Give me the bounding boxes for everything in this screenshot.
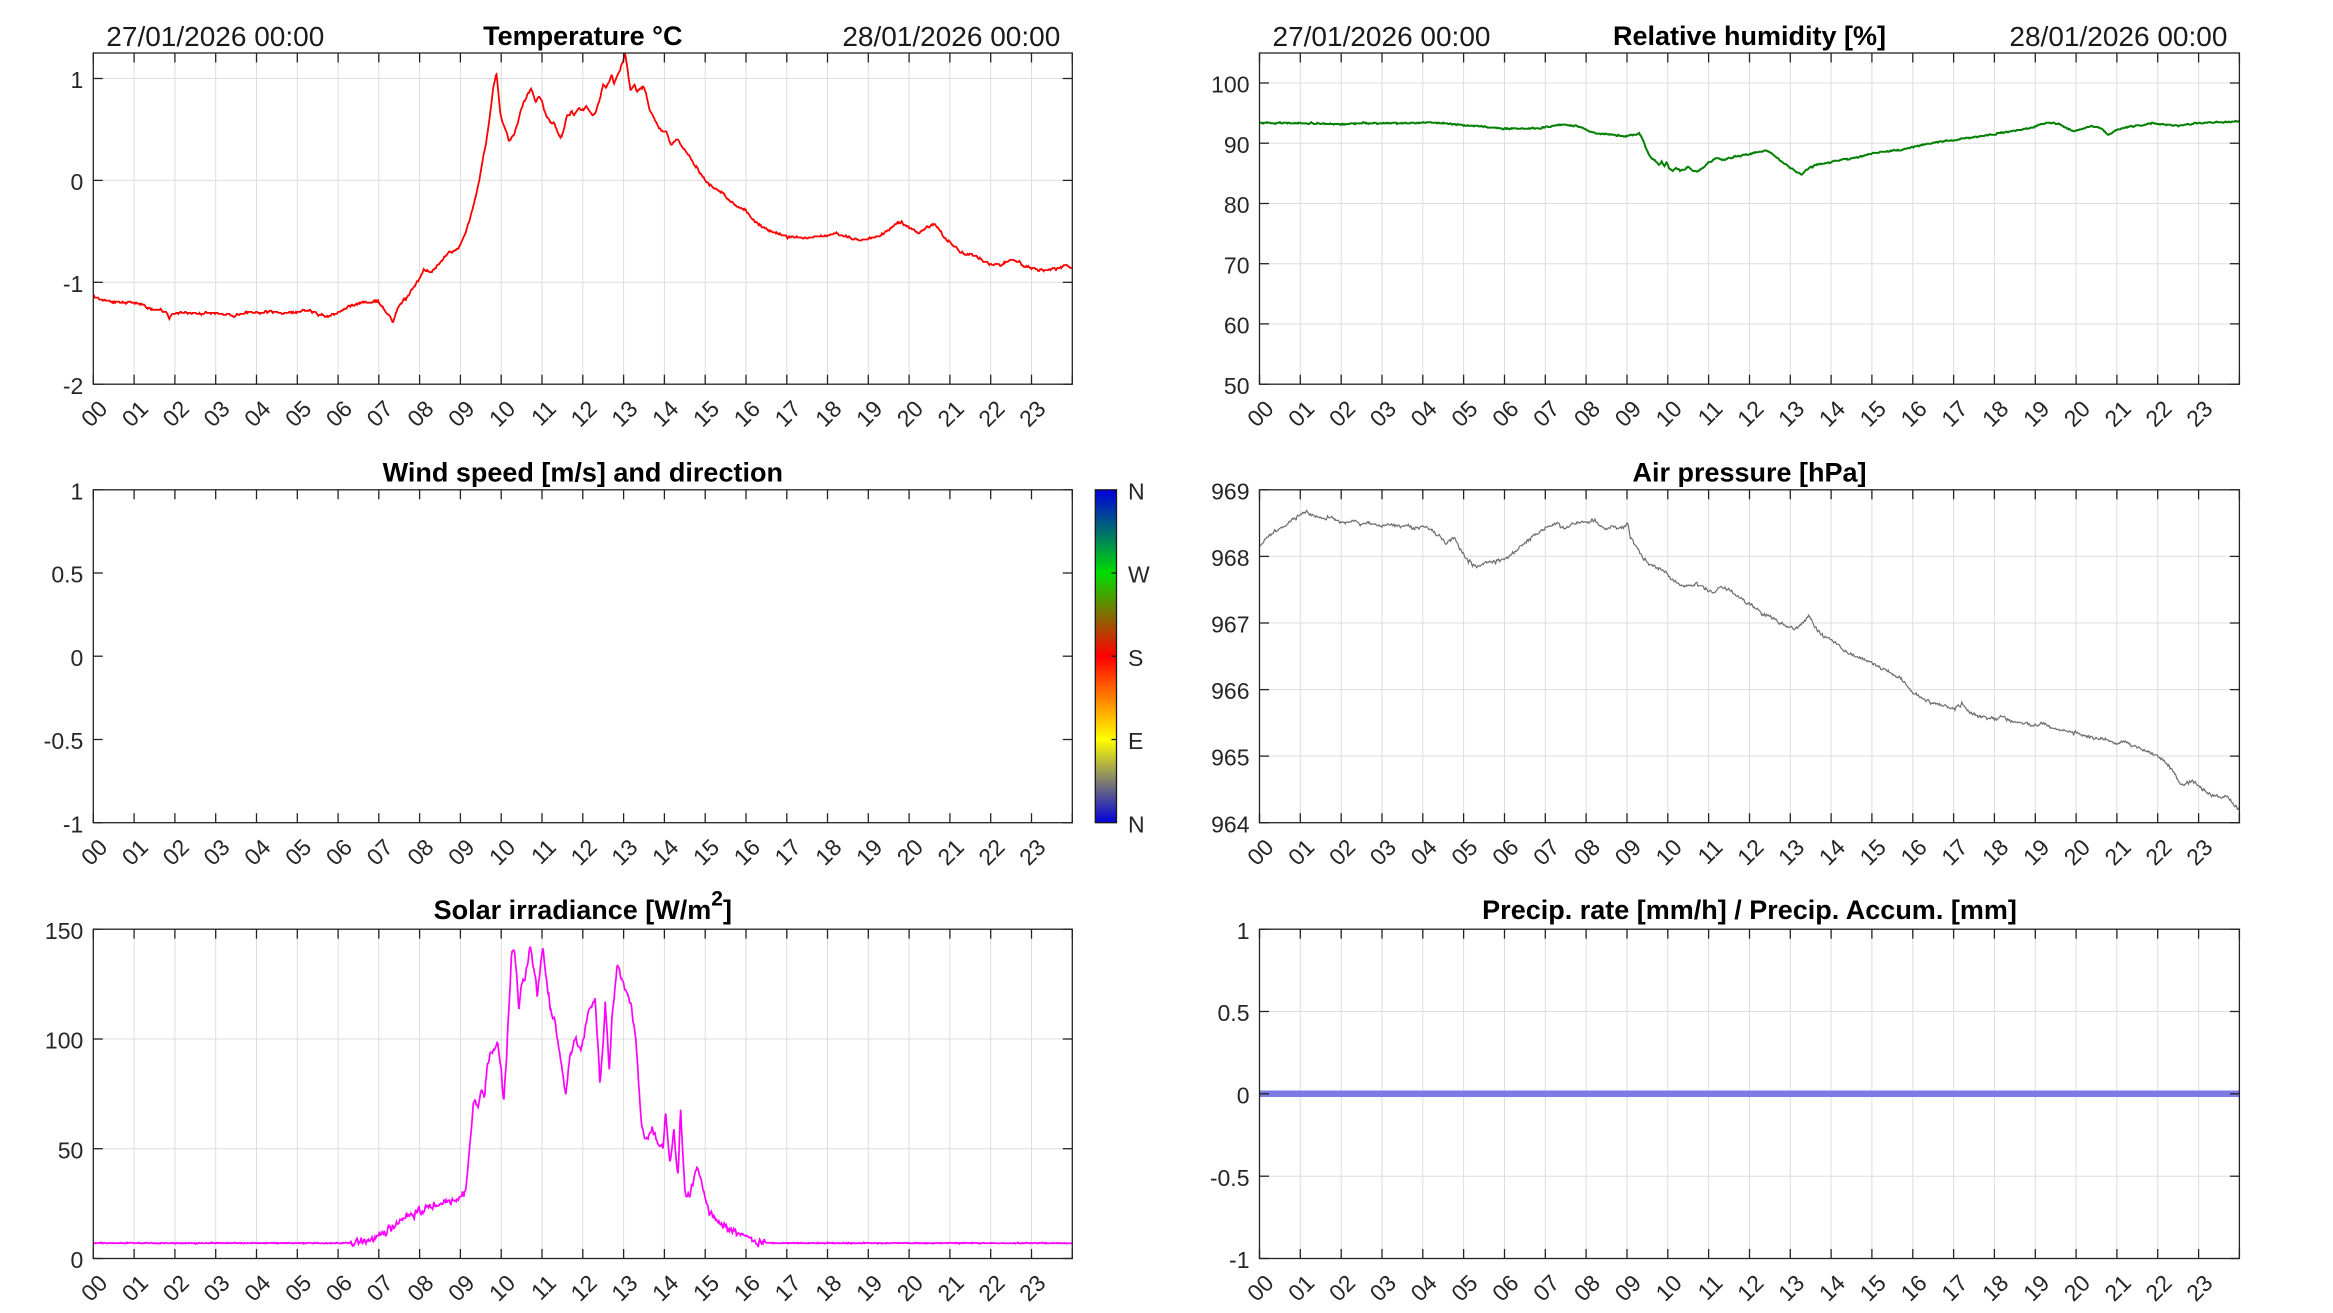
svg-text:968: 968 <box>1211 545 1249 571</box>
svg-text:Precip. rate [mm/h] / Precip.: Precip. rate [mm/h] / Precip. Accum. [mm… <box>1482 895 2017 925</box>
svg-text:28/01/2026 00:00: 28/01/2026 00:00 <box>2009 21 2227 52</box>
svg-text:Temperature °C: Temperature °C <box>483 21 682 51</box>
svg-text:0: 0 <box>71 169 84 195</box>
svg-text:E: E <box>1128 728 1143 754</box>
svg-text:0: 0 <box>71 1247 84 1273</box>
svg-text:N: N <box>1128 478 1145 504</box>
svg-text:Air pressure [hPa]: Air pressure [hPa] <box>1632 458 1866 488</box>
svg-text:-1: -1 <box>63 271 83 297</box>
svg-text:50: 50 <box>1224 373 1250 399</box>
svg-text:964: 964 <box>1211 811 1250 837</box>
svg-text:N: N <box>1128 811 1145 837</box>
svg-text:-1: -1 <box>1229 1247 1249 1273</box>
svg-text:-0.5: -0.5 <box>1210 1165 1250 1191</box>
svg-text:27/01/2026 00:00: 27/01/2026 00:00 <box>1273 21 1491 52</box>
svg-text:70: 70 <box>1224 252 1250 278</box>
svg-text:W: W <box>1128 562 1150 588</box>
svg-text:60: 60 <box>1224 313 1250 339</box>
svg-text:100: 100 <box>1211 72 1249 98</box>
svg-text:0: 0 <box>71 645 84 671</box>
svg-text:0.5: 0.5 <box>51 562 83 588</box>
svg-text:1: 1 <box>71 478 84 504</box>
svg-text:S: S <box>1128 645 1143 671</box>
svg-text:150: 150 <box>45 918 83 944</box>
svg-text:-1: -1 <box>63 811 83 837</box>
svg-text:-0.5: -0.5 <box>44 728 84 754</box>
svg-text:90: 90 <box>1224 132 1250 158</box>
svg-text:28/01/2026 00:00: 28/01/2026 00:00 <box>842 21 1060 52</box>
svg-text:100: 100 <box>45 1028 83 1054</box>
svg-text:0.5: 0.5 <box>1218 1000 1250 1026</box>
svg-text:965: 965 <box>1211 745 1249 771</box>
svg-text:1: 1 <box>71 67 84 93</box>
svg-text:27/01/2026 00:00: 27/01/2026 00:00 <box>106 21 324 52</box>
svg-text:967: 967 <box>1211 612 1249 638</box>
svg-text:0: 0 <box>1237 1082 1250 1108</box>
svg-text:-2: -2 <box>63 373 83 399</box>
svg-text:966: 966 <box>1211 678 1249 704</box>
svg-text:Relative humidity [%]: Relative humidity [%] <box>1613 21 1886 51</box>
svg-text:1: 1 <box>1237 918 1250 944</box>
svg-text:Wind speed [m/s] and direction: Wind speed [m/s] and direction <box>383 458 783 488</box>
svg-text:50: 50 <box>58 1137 84 1163</box>
svg-text:969: 969 <box>1211 478 1249 504</box>
svg-text:80: 80 <box>1224 192 1250 218</box>
